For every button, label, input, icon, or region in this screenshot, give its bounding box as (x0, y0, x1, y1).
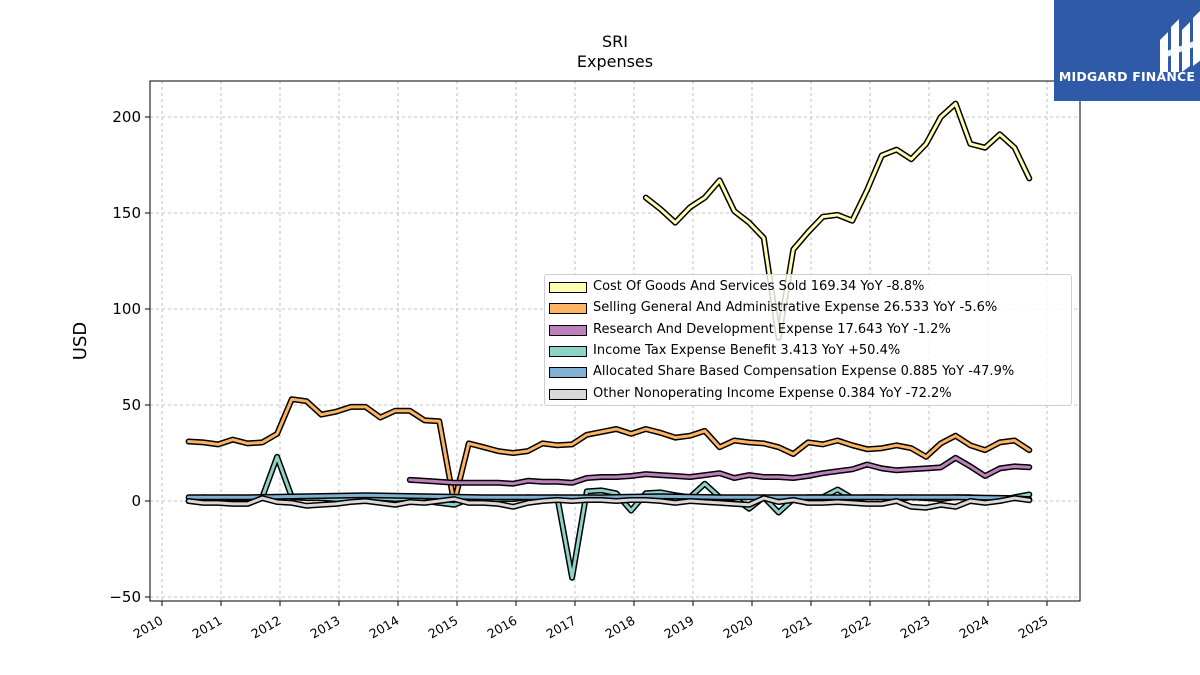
y-tick-label: 150 (112, 204, 141, 222)
y-tick-label: 100 (112, 300, 141, 318)
x-tick-label: 2016 (484, 613, 519, 642)
x-tick-label: 2017 (543, 613, 578, 642)
legend-item: Allocated Share Based Compensation Expen… (545, 363, 1071, 383)
brand-logo: MIDGARD FINANCE (1054, 0, 1200, 101)
plot-frame (149, 80, 1081, 602)
series-line-0 (644, 102, 1031, 340)
series-line-5 (187, 496, 1031, 510)
x-tick-label: 2019 (661, 613, 696, 642)
legend-label: Cost Of Goods And Services Sold 169.34 Y… (593, 279, 925, 294)
x-tick-label: 2021 (779, 613, 814, 642)
y-tick-label: 0 (131, 492, 141, 510)
midgard-logo-icon (1160, 11, 1200, 72)
logo-text: MIDGARD FINANCE (1058, 69, 1196, 84)
legend-item: Other Nonoperating Income Expense 0.384 … (545, 385, 1071, 405)
legend-label: Allocated Share Based Compensation Expen… (593, 364, 1015, 380)
x-tick-label: 2024 (956, 613, 991, 642)
series-outline-1 (185, 396, 1033, 506)
x-tick-label: 2012 (248, 613, 283, 642)
legend-label: Research And Development Expense 17.643 … (593, 321, 951, 337)
x-tick-label: 2018 (602, 613, 637, 642)
legend-item: Income Tax Expense Benefit 3.413 YoY +50… (545, 342, 1071, 362)
y-tick-label: 50 (122, 396, 141, 414)
chart-title: SRI (602, 32, 628, 51)
legend-item: Research And Development Expense 17.643 … (545, 321, 1071, 341)
x-tick-label: 2014 (366, 613, 401, 642)
y-tick-label: 200 (112, 108, 141, 126)
legend-swatch (549, 345, 587, 357)
x-tick-label: 2013 (307, 613, 342, 642)
x-tick-label: 2020 (720, 613, 755, 642)
legend-item: Selling General And Administrative Expen… (545, 299, 1071, 319)
series-outline-2 (406, 454, 1033, 487)
chart-legend: Cost Of Goods And Services Sold 169.34 Y… (544, 274, 1072, 406)
chart-subtitle: Expenses (576, 52, 654, 71)
x-tick-label: 2010 (130, 613, 165, 642)
series-line-2 (408, 456, 1031, 486)
legend-label: Other Nonoperating Income Expense 0.384 … (593, 385, 952, 401)
legend-swatch (549, 388, 587, 400)
y-axis-label: USD (70, 322, 91, 360)
legend-swatch (549, 282, 587, 293)
legend-item: Cost Of Goods And Services Sold 169.34 Y… (545, 278, 1071, 298)
series-line-4 (187, 493, 1031, 501)
series-line-1 (187, 397, 1031, 505)
x-tick-label: 2015 (425, 613, 460, 642)
legend-swatch (549, 367, 587, 379)
x-tick-label: 2025 (1015, 613, 1050, 642)
x-tick-label: 2011 (189, 613, 224, 642)
legend-label: Selling General And Administrative Expen… (593, 300, 998, 316)
x-tick-label: 2022 (838, 613, 873, 642)
legend-swatch (549, 324, 587, 336)
legend-label: Income Tax Expense Benefit 3.413 YoY +50… (593, 342, 901, 358)
x-tick-label: 2023 (897, 613, 932, 642)
y-tick-label: −50 (109, 588, 141, 606)
legend-swatch (549, 303, 587, 315)
